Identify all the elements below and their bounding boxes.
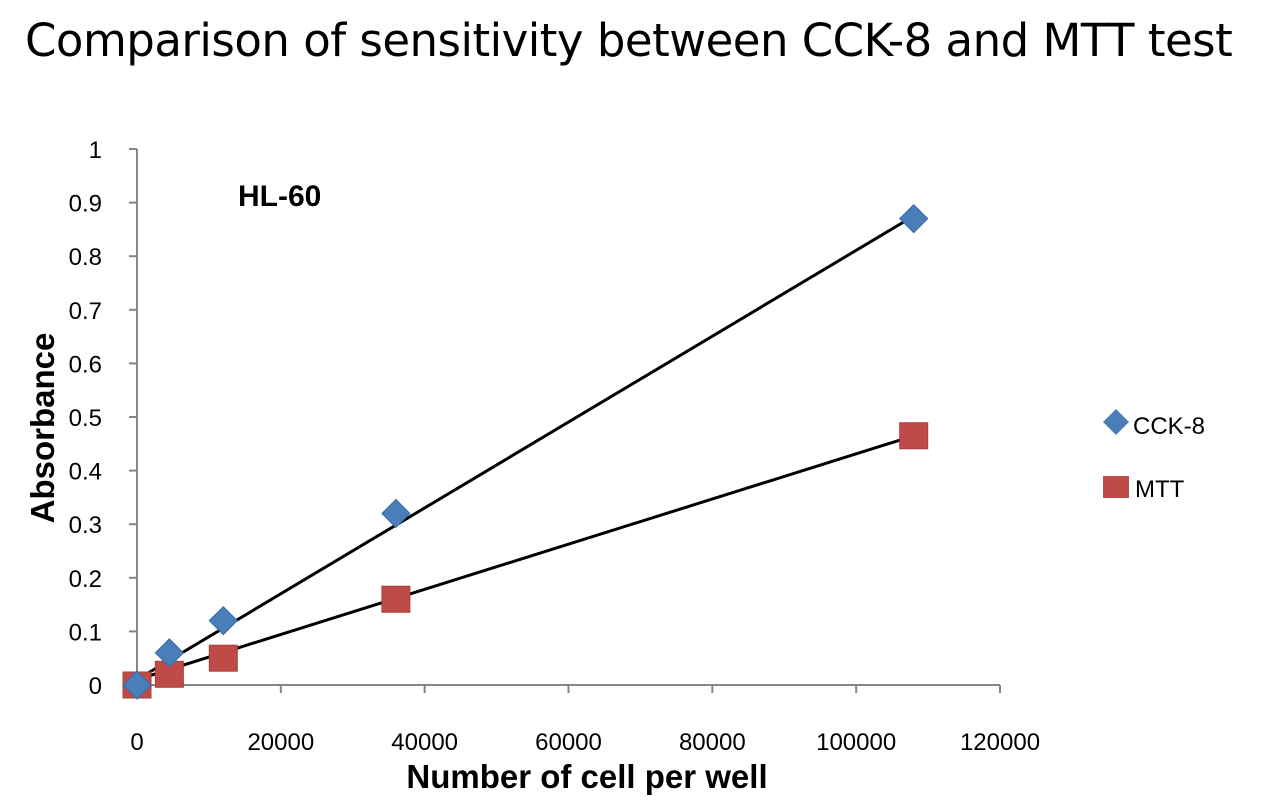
- chart-title: Comparison of sensitivity between CCK-8 …: [25, 14, 1233, 67]
- square-marker-icon: [1103, 476, 1129, 498]
- y-tick-label: 0.1: [69, 619, 102, 646]
- legend-item-mtt: MTT: [1103, 476, 1185, 503]
- data-points: [122, 203, 929, 700]
- point-cck8: [122, 670, 152, 700]
- x-ticks: 0 20000 40000 60000 80000 100000 120000: [130, 685, 1040, 756]
- legend-label-cck8: CCK-8: [1133, 413, 1205, 440]
- legend-item-cck8: CCK-8: [1103, 409, 1205, 440]
- point-cck8: [208, 605, 239, 636]
- x-tick-label: 60000: [535, 729, 602, 756]
- point-cck8: [154, 638, 185, 668]
- x-tick-label: 40000: [391, 729, 458, 756]
- point-mtt: [899, 422, 929, 450]
- x-tick-label: 120000: [960, 729, 1040, 756]
- legend-label-mtt: MTT: [1135, 476, 1185, 503]
- x-tick-label: 20000: [247, 729, 314, 756]
- y-tick-label: 0.7: [69, 298, 102, 325]
- x-tick-label: 0: [130, 729, 143, 756]
- x-axis-title: Number of cell per well: [406, 758, 767, 795]
- x-tick-label: 80000: [679, 729, 746, 756]
- x-tick-label: 100000: [816, 729, 896, 756]
- x-axis: 0 20000 40000 60000 80000 100000 120000: [130, 684, 1040, 756]
- y-axis: 0 0.1 0.2 0.3 0.4 0.5 0.6 0.7 0.8 0.9 1: [69, 137, 138, 700]
- y-ticks: 0 0.1 0.2 0.3 0.4 0.5 0.6 0.7 0.8 0.9 1: [69, 137, 137, 700]
- point-mtt: [208, 644, 238, 672]
- y-tick-label: 0: [89, 673, 102, 700]
- diamond-marker-icon: [1103, 409, 1129, 435]
- trendline-mtt: [136, 434, 915, 682]
- y-tick-label: 0.8: [69, 244, 102, 271]
- point-cck8: [898, 203, 929, 234]
- y-axis-title: Absorbance: [24, 333, 61, 524]
- trendline-cck8: [136, 214, 915, 681]
- cell-line-annotation: HL-60: [238, 180, 321, 213]
- y-tick-label: 0.6: [69, 351, 102, 378]
- legend: CCK-8 MTT: [1103, 409, 1205, 503]
- point-mtt: [381, 585, 411, 613]
- trendlines: [136, 214, 915, 682]
- y-tick-label: 0.2: [69, 566, 102, 593]
- point-cck8: [381, 498, 411, 529]
- y-tick-label: 1: [89, 137, 102, 164]
- y-tick-label: 0.9: [69, 191, 102, 218]
- y-tick-label: 0.3: [69, 512, 102, 539]
- y-tick-label: 0.4: [69, 459, 102, 486]
- y-tick-label: 0.5: [69, 405, 102, 432]
